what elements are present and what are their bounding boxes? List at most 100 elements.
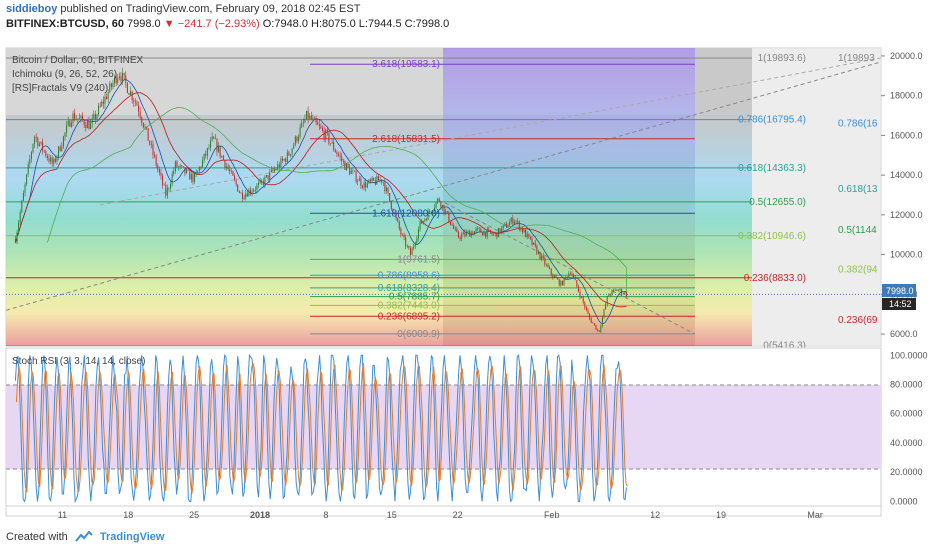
candle-body — [453, 225, 455, 229]
candle-body — [392, 209, 394, 214]
candles — [6, 67, 881, 334]
chart-header: siddieboy published on TradingView.com, … — [6, 2, 906, 32]
candle-body — [77, 118, 79, 120]
fib-zone-right-extension — [752, 48, 881, 346]
candle-body — [61, 146, 63, 151]
candle-body — [358, 178, 360, 182]
candle-body — [309, 115, 311, 119]
candle-body — [186, 169, 188, 174]
candle-body — [605, 304, 607, 310]
candle-body — [253, 190, 255, 192]
candle-body — [43, 150, 45, 152]
time-tick-label: Feb — [544, 510, 560, 520]
candle-body — [19, 212, 21, 223]
candle-body — [21, 200, 23, 213]
candle-body — [470, 232, 472, 237]
candle-body — [330, 143, 332, 145]
candle-body — [552, 274, 554, 278]
candle-body — [323, 130, 325, 139]
candle-body — [574, 277, 576, 281]
time-axis[interactable]: 11 18 25 2018 8 15 22 Feb 12 19 Mar — [58, 510, 823, 520]
candle-body — [587, 309, 589, 314]
stoch-tick-label: 100.0000 — [890, 350, 928, 360]
candle-body — [110, 83, 112, 87]
tradingview-link[interactable]: TradingView — [99, 531, 165, 543]
price-tick-label: 16000.0 — [890, 130, 923, 140]
candle-body — [339, 155, 341, 157]
candle-body — [385, 187, 387, 192]
candle-body — [585, 307, 587, 310]
candle-body — [216, 139, 218, 152]
candle-body — [432, 211, 434, 213]
candle-body — [251, 191, 253, 194]
candle-body — [14, 238, 16, 243]
stoch-axis[interactable]: 0.0000 20.0000 40.0000 60.0000 80.0000 100.00… — [890, 350, 928, 506]
candle-body — [150, 144, 152, 145]
candle-body — [288, 152, 290, 156]
candle-body — [227, 166, 229, 170]
candle-body — [294, 136, 296, 145]
candle-body — [349, 167, 351, 175]
candle-body — [168, 188, 170, 189]
candle-body — [571, 273, 573, 276]
candle-body — [376, 176, 378, 185]
candle-body — [491, 232, 493, 235]
candle-body — [595, 324, 597, 330]
candle-body — [489, 229, 491, 233]
candle-body — [86, 121, 88, 129]
candle-body — [537, 251, 539, 254]
candle-body — [18, 222, 20, 233]
candle-body — [560, 281, 562, 286]
candle-body — [178, 166, 180, 168]
candle-body — [622, 293, 624, 295]
candle-body — [173, 170, 175, 175]
candle-body — [192, 174, 194, 182]
candle-body — [606, 296, 608, 305]
legend-stoch: Stoch RSI (3, 3, 14, 14, close) — [12, 356, 145, 367]
candle-body — [224, 159, 226, 168]
candle-body — [360, 178, 362, 186]
legend-fractals: [RS]Fractals V9 (240) — [12, 83, 108, 94]
candle-body — [429, 211, 431, 212]
candle-body — [120, 76, 122, 82]
author-link[interactable]: siddieboy — [6, 3, 58, 15]
candle-body — [187, 169, 189, 171]
candle-body — [331, 142, 333, 144]
candle-body — [136, 102, 138, 106]
candle-body — [322, 128, 324, 131]
fib-label: 0.382(7443.0) — [378, 300, 440, 311]
time-tick-label: 12 — [650, 510, 660, 520]
candle-body — [545, 264, 547, 266]
candle-body — [496, 233, 498, 238]
chart-canvas[interactable]: 3.618(19583.1) 2.618(15831.5) 1.618(12080.… — [0, 36, 932, 524]
candle-body — [573, 275, 575, 278]
candle-body — [621, 289, 623, 294]
ichimoku-line — [47, 106, 627, 293]
candle-body — [34, 136, 36, 144]
candle-body — [277, 164, 279, 170]
candle-body — [456, 228, 458, 232]
candle-body — [528, 233, 530, 237]
candle-body — [414, 243, 416, 247]
trend-lines — [6, 57, 881, 335]
candle-body — [176, 161, 178, 168]
trend-line — [6, 61, 881, 311]
candle-body — [128, 92, 130, 95]
candle-body — [449, 221, 451, 225]
fib-levels — [6, 57, 752, 346]
candle-body — [160, 172, 162, 176]
fib-label: 0.786(8958.6) — [378, 270, 440, 281]
candle-body — [107, 92, 109, 100]
candle-body — [363, 182, 365, 188]
fib-label-right: 1(19893 — [838, 53, 875, 64]
candle-body — [424, 219, 426, 222]
fib-label-right: 0.382(94 — [838, 265, 878, 276]
candle-body — [565, 276, 567, 278]
candle-body — [219, 146, 221, 157]
candle-body — [283, 158, 285, 161]
stoch-tick-label: 0.0000 — [890, 496, 918, 506]
candle-body — [29, 158, 31, 165]
time-tick-label: 22 — [453, 510, 463, 520]
candle-body — [365, 182, 367, 188]
candle-body — [526, 233, 528, 238]
